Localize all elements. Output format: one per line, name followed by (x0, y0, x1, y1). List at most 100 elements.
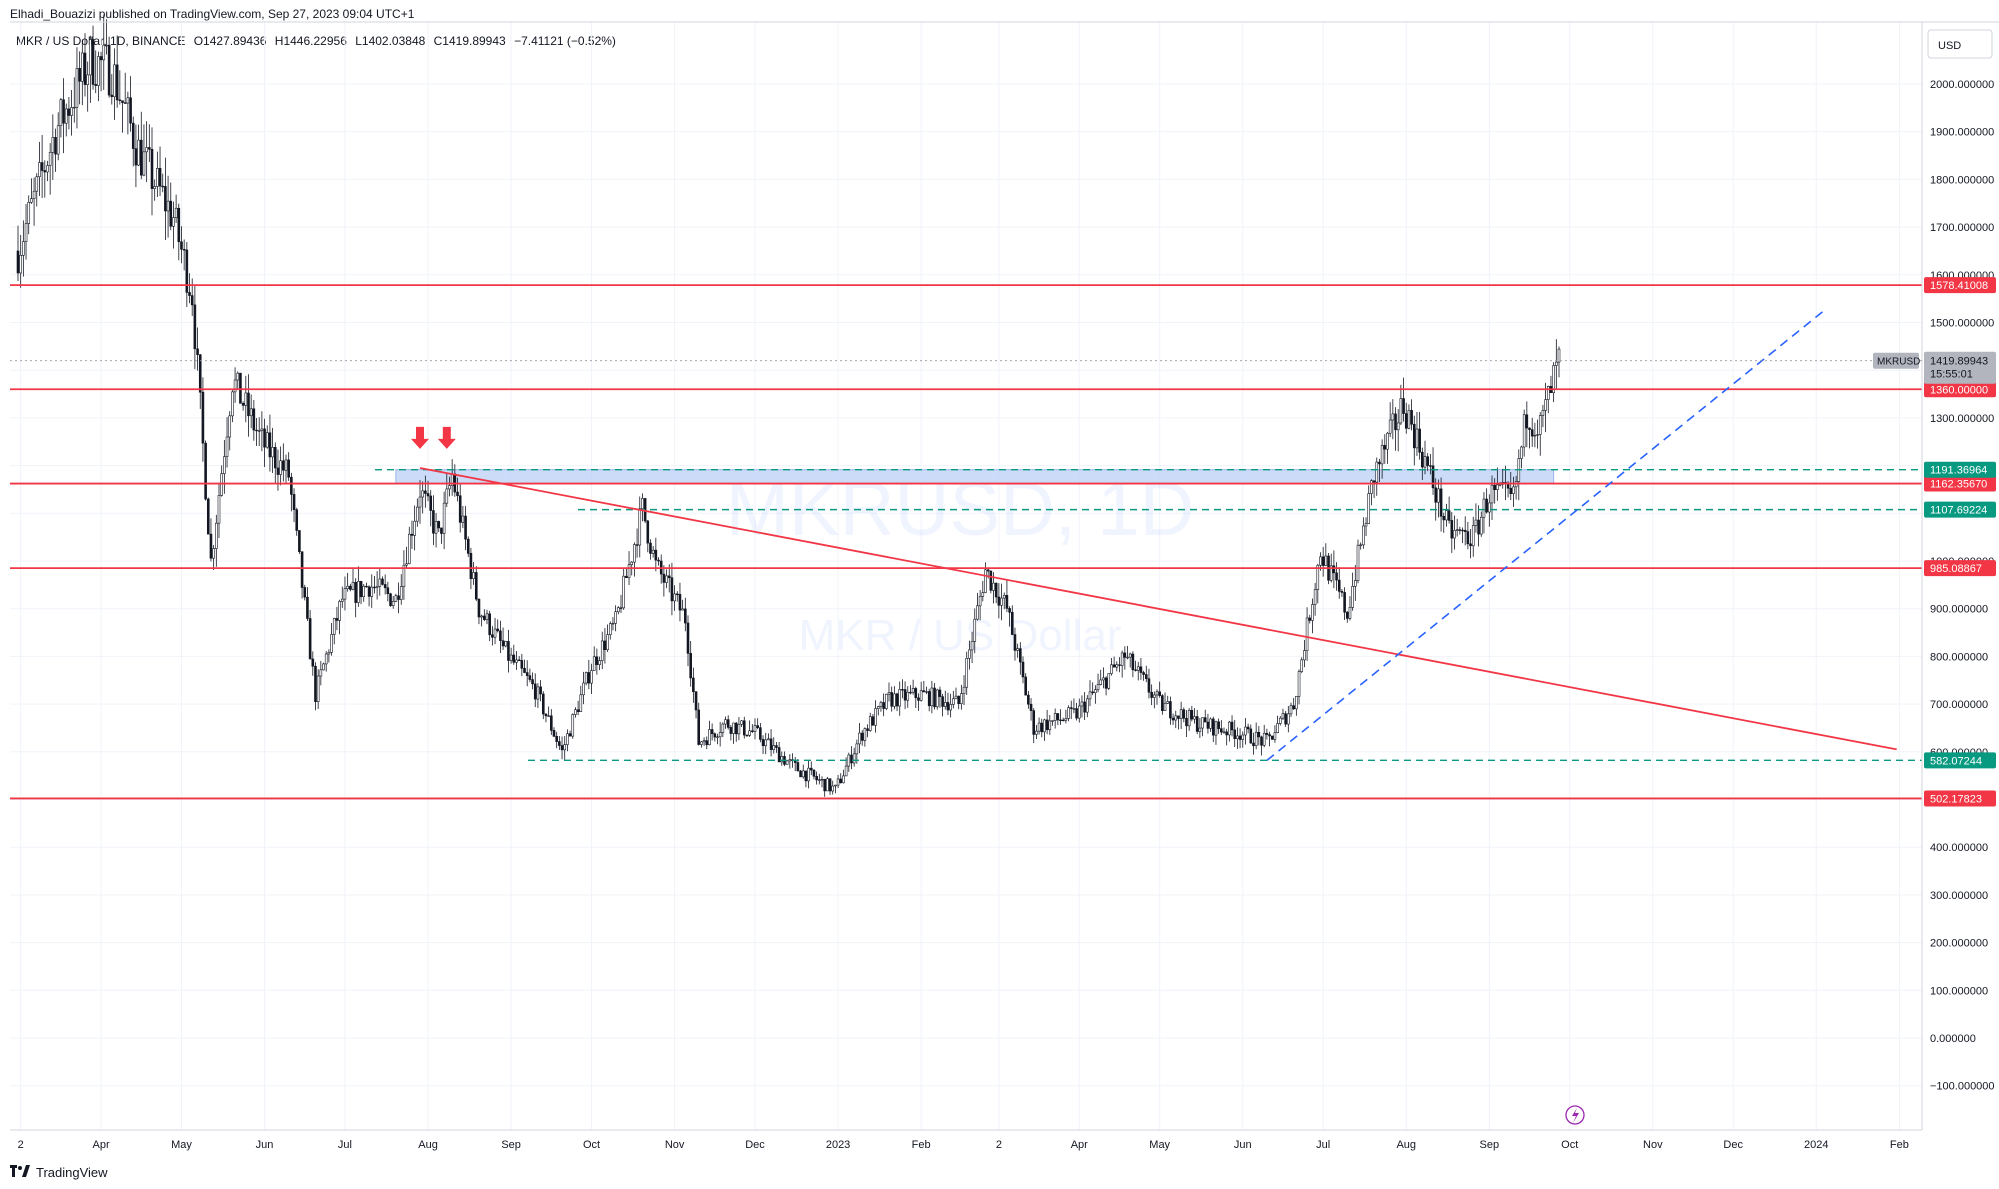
candle-body (161, 185, 165, 188)
candle-body (1005, 595, 1009, 609)
candle-body (922, 690, 926, 693)
candle-body (686, 622, 690, 654)
candle-body (1525, 414, 1529, 429)
candle-body (215, 522, 218, 549)
candle-body (257, 430, 261, 432)
candle-body (718, 732, 722, 738)
candle-body (692, 677, 695, 693)
candle-body (1332, 565, 1336, 574)
candle-body (1086, 698, 1089, 713)
horizontal-levels[interactable] (10, 284, 1922, 800)
candle-body (416, 506, 419, 522)
candle-body (196, 348, 199, 355)
candle-body (335, 618, 339, 621)
candle-body (1418, 428, 1421, 453)
candle-body (1407, 410, 1411, 429)
candle-body (536, 686, 540, 700)
candle-body (233, 379, 237, 393)
candle-body (1453, 530, 1456, 539)
candle-body (528, 675, 532, 680)
candle-body (399, 586, 403, 600)
candle-body (493, 628, 497, 638)
candle-body (1345, 611, 1349, 619)
candle-body (780, 756, 784, 763)
candle-body (552, 730, 556, 737)
candle-body (520, 660, 524, 669)
currency-box[interactable] (1927, 29, 1993, 59)
arrow-annotations[interactable] (411, 426, 456, 449)
candle-body (228, 415, 232, 438)
candle-body (742, 720, 746, 736)
candle-body (16, 250, 20, 274)
tradingview-logo[interactable]: TradingView (10, 1165, 108, 1180)
candle-body (357, 581, 360, 603)
x-tick-label: May (171, 1139, 192, 1151)
candle-body (38, 162, 41, 178)
candle-body (1244, 726, 1247, 736)
candle-body (405, 563, 408, 566)
candle-body (756, 725, 759, 728)
candle-body (456, 491, 459, 497)
candle-body (1088, 691, 1092, 700)
price-chart[interactable]: MKRUSD, 1D MKR / US Dollar USD −100.0000… (0, 0, 1999, 1160)
candle-body (785, 760, 789, 765)
candle-body (1096, 684, 1100, 691)
level-price-box (1924, 790, 1996, 807)
candle-body (59, 99, 63, 127)
candle-body (1155, 691, 1159, 696)
candle-body (198, 354, 202, 393)
candle-body (1083, 701, 1086, 713)
candle-body (1072, 708, 1076, 710)
candle-body (316, 675, 320, 703)
candle-body (523, 667, 526, 673)
candle-body (1209, 718, 1212, 729)
y-tick-label: 1300.000000 (1930, 413, 1994, 425)
candle-body (871, 716, 875, 726)
candle-body (895, 693, 899, 707)
candle-body (1171, 717, 1175, 721)
candle-body (986, 569, 990, 572)
candle-body (1364, 523, 1368, 527)
candle-body (123, 102, 127, 104)
candle-body (332, 618, 336, 635)
candle-body (954, 695, 958, 700)
lightning-icon[interactable] (1565, 1105, 1585, 1125)
x-tick-label: Apr (93, 1139, 110, 1151)
candle-body (1193, 716, 1196, 720)
candle-body (1455, 529, 1459, 531)
resistance-zone[interactable] (395, 469, 1555, 485)
level-price-label: 985.08867 (1930, 563, 1982, 575)
candle-body (340, 598, 344, 602)
legend-low: L1402.03848 (355, 34, 426, 48)
arrow-down-icon (437, 426, 456, 449)
candle-body (748, 730, 751, 736)
candle-body (1434, 487, 1438, 503)
candle-body (241, 403, 245, 406)
candle-body (1206, 721, 1210, 729)
candle-body (952, 698, 955, 705)
level-price-label: 1162.35670 (1930, 479, 1987, 491)
candle-body (1126, 656, 1129, 659)
candle-body (1335, 572, 1338, 581)
tradingview-icon (10, 1165, 30, 1180)
candle-body (1230, 721, 1234, 731)
candle-body (365, 585, 368, 588)
candle-body (1292, 705, 1295, 710)
candle-body (619, 607, 623, 609)
candle-body (1246, 726, 1250, 730)
candle-body (1120, 652, 1124, 666)
candle-body (1043, 719, 1046, 733)
candle-body (809, 767, 813, 771)
current-price-label: 1419.89943 (1930, 356, 1988, 368)
candle-body (1139, 666, 1143, 673)
trend-lines[interactable] (419, 307, 1897, 762)
level-price-box (1924, 461, 1996, 478)
candle-body (1110, 664, 1113, 674)
candle-body (978, 596, 982, 607)
candle-body (306, 596, 309, 619)
candle-body (212, 548, 215, 559)
candle-body (1429, 465, 1432, 467)
candle-body (863, 728, 867, 741)
candle-body (1203, 717, 1207, 723)
candle-body (201, 391, 205, 444)
